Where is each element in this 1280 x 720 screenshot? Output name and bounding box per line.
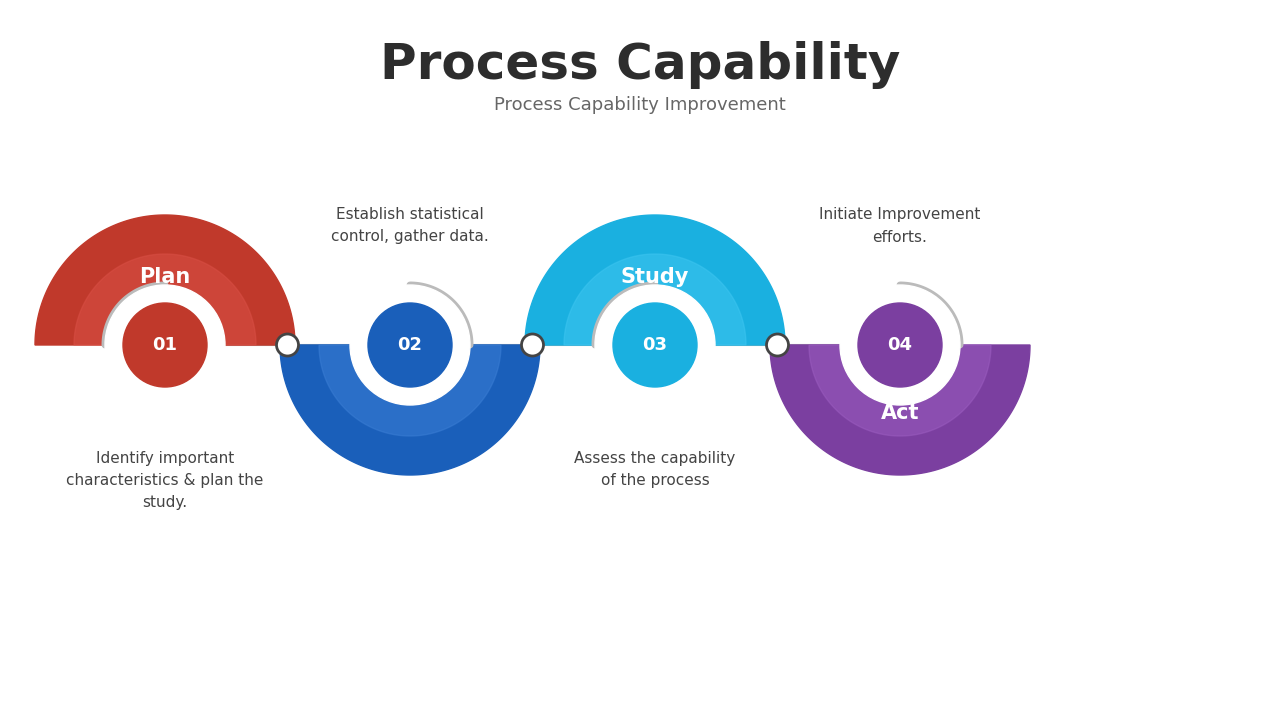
- Circle shape: [349, 285, 470, 405]
- Polygon shape: [525, 215, 785, 345]
- Polygon shape: [564, 254, 746, 345]
- Text: 04: 04: [887, 336, 913, 354]
- Text: Study: Study: [621, 267, 689, 287]
- Polygon shape: [319, 345, 500, 436]
- Circle shape: [369, 303, 452, 387]
- Polygon shape: [74, 254, 256, 345]
- Text: 02: 02: [398, 336, 422, 354]
- Circle shape: [521, 334, 544, 356]
- Polygon shape: [809, 345, 991, 436]
- Polygon shape: [35, 215, 294, 345]
- Text: Process Capability Improvement: Process Capability Improvement: [494, 96, 786, 114]
- Circle shape: [595, 285, 716, 405]
- Text: Initiate Improvement
efforts.: Initiate Improvement efforts.: [819, 207, 980, 245]
- Text: Identify important
characteristics & plan the
study.: Identify important characteristics & pla…: [67, 451, 264, 510]
- Text: Process Capability: Process Capability: [380, 41, 900, 89]
- Text: Plan: Plan: [140, 267, 191, 287]
- Polygon shape: [771, 345, 1030, 475]
- Text: Act: Act: [881, 402, 919, 423]
- Circle shape: [276, 334, 298, 356]
- Text: 03: 03: [643, 336, 667, 354]
- Text: 01: 01: [152, 336, 178, 354]
- Circle shape: [123, 303, 207, 387]
- Polygon shape: [280, 345, 540, 475]
- Text: Assess the capability
of the process: Assess the capability of the process: [575, 451, 736, 487]
- Circle shape: [858, 303, 942, 387]
- Circle shape: [105, 285, 225, 405]
- Circle shape: [767, 334, 788, 356]
- Circle shape: [840, 285, 960, 405]
- Circle shape: [613, 303, 698, 387]
- Text: Establish statistical
control, gather data.: Establish statistical control, gather da…: [332, 207, 489, 245]
